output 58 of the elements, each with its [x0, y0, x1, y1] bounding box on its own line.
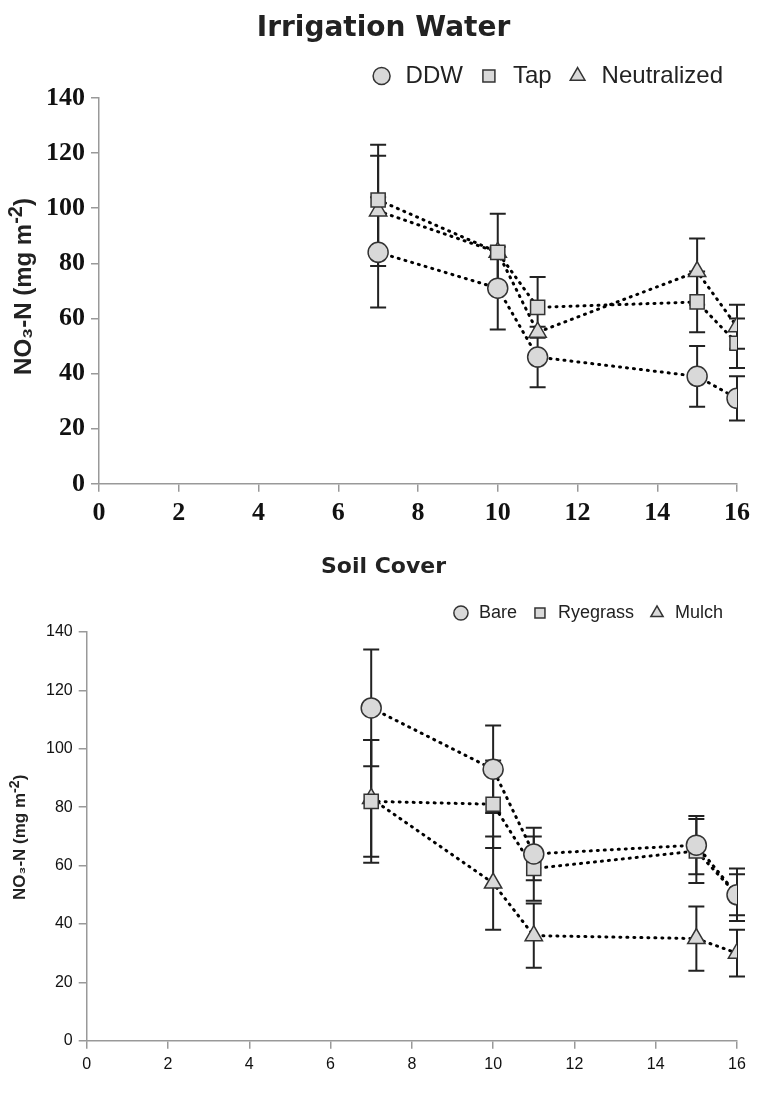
x-tick-label: 0	[92, 497, 106, 527]
y-tick-label: 20	[59, 412, 85, 442]
y-tick-label: 20	[54, 972, 73, 990]
point	[524, 924, 544, 942]
point	[483, 872, 503, 889]
y-tick-label: 60	[59, 302, 85, 332]
y-tick-label: 140	[46, 81, 85, 111]
point	[485, 796, 501, 813]
x-tick-label: 12	[565, 1054, 584, 1072]
point	[489, 244, 506, 261]
legend-label: Tap	[512, 60, 552, 88]
y-tick-label: 40	[54, 914, 73, 932]
x-tick-label: 10	[484, 497, 511, 527]
x-tick-label: 4	[252, 497, 265, 527]
y-tick-label: 120	[45, 680, 73, 698]
y-tick-label: 120	[46, 136, 85, 166]
legend-label: Mulch	[674, 601, 723, 622]
x-tick-label: 14	[646, 1054, 665, 1072]
y-tick-label: 80	[59, 247, 85, 277]
legend-label: Neutralized	[601, 60, 724, 88]
point	[370, 192, 386, 208]
y-tick-label: 0	[63, 1031, 73, 1049]
x-tick-label: 2	[163, 1054, 173, 1072]
legend-label: DDW	[405, 60, 464, 88]
x-tick-label: 4	[244, 1054, 254, 1072]
y-tick-label: 100	[46, 191, 85, 221]
x-tick-label: 10	[484, 1054, 503, 1072]
x-tick-label: 12	[564, 497, 591, 527]
point	[686, 365, 708, 388]
chart-title: Irrigation Water	[255, 10, 512, 43]
y-tick-label: 60	[54, 856, 73, 874]
point	[523, 843, 545, 865]
x-tick-label: 14	[644, 497, 671, 527]
chart-title: Soil Cover	[319, 553, 448, 578]
x-tick-label: 2	[172, 497, 186, 527]
x-tick-label: 16	[728, 1054, 746, 1072]
x-tick-label: 8	[411, 497, 425, 527]
point	[482, 758, 504, 780]
y-tick-label: 100	[45, 739, 73, 757]
legend-label: Bare	[478, 601, 517, 622]
point	[367, 241, 389, 264]
legend-label: Ryegrass	[557, 601, 634, 622]
y-tick-label: 0	[72, 467, 85, 497]
y-tick-label: 40	[59, 357, 85, 387]
point	[360, 697, 382, 719]
x-tick-label: 8	[407, 1054, 417, 1072]
point	[686, 927, 706, 945]
point	[685, 834, 708, 856]
point	[529, 299, 546, 316]
y-tick-label: 80	[54, 797, 73, 815]
x-tick-label: 6	[331, 497, 345, 527]
point	[363, 793, 380, 810]
point	[689, 294, 705, 310]
point	[526, 346, 549, 368]
y-tick-label: 140	[45, 622, 73, 640]
point	[487, 277, 509, 299]
x-tick-label: 16	[724, 497, 750, 527]
x-tick-label: 6	[326, 1054, 336, 1072]
